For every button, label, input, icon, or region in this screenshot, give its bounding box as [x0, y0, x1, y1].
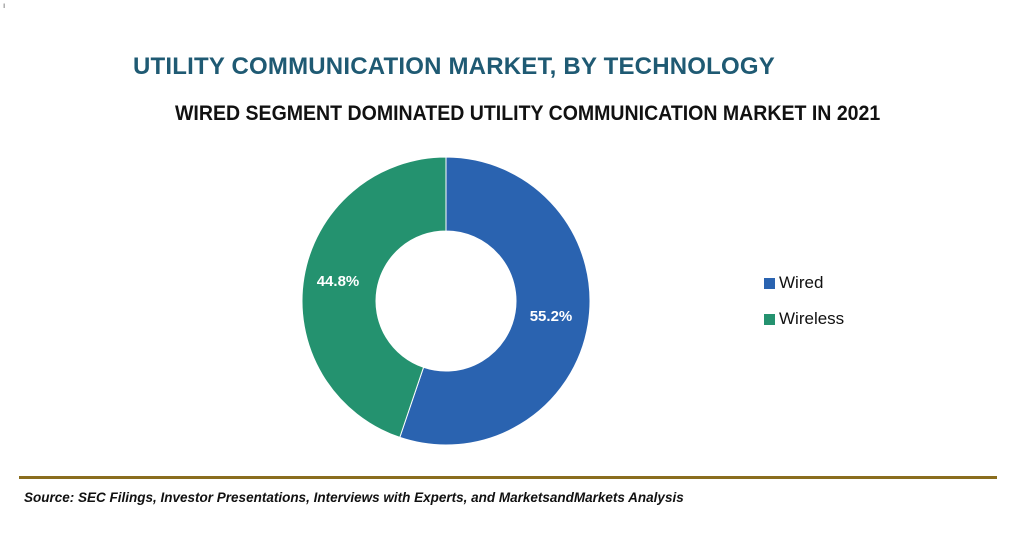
- donut-slices: [301, 156, 591, 446]
- legend-label-wired: Wired: [779, 273, 824, 292]
- legend-item-wireless: Wireless: [764, 308, 844, 330]
- donut-slice-wireless: [301, 156, 447, 439]
- divider-line: [19, 476, 997, 479]
- legend-label-wireless: Wireless: [779, 309, 845, 328]
- legend-item-wired: Wired: [764, 272, 844, 294]
- donut-slice-wired: [399, 156, 591, 446]
- chart-title: UTILITY COMMUNICATION MARKET, BY TECHNOL…: [133, 53, 775, 80]
- slice-labels: 55.2% 44.8%: [317, 273, 573, 325]
- corner-mark: ı: [3, 1, 6, 10]
- legend-swatch-wired: [764, 277, 775, 289]
- slice-label-wired: 55.2%: [530, 308, 573, 325]
- legend-swatch-wireless: [764, 313, 775, 325]
- chart-legend: Wired Wireless: [764, 272, 844, 344]
- source-note: Source: SEC Filings, Investor Presentati…: [24, 490, 684, 505]
- chart-subtitle: WIRED SEGMENT DOMINATED UTILITY COMMUNIC…: [175, 102, 881, 125]
- slice-label-wireless: 44.8%: [317, 273, 360, 290]
